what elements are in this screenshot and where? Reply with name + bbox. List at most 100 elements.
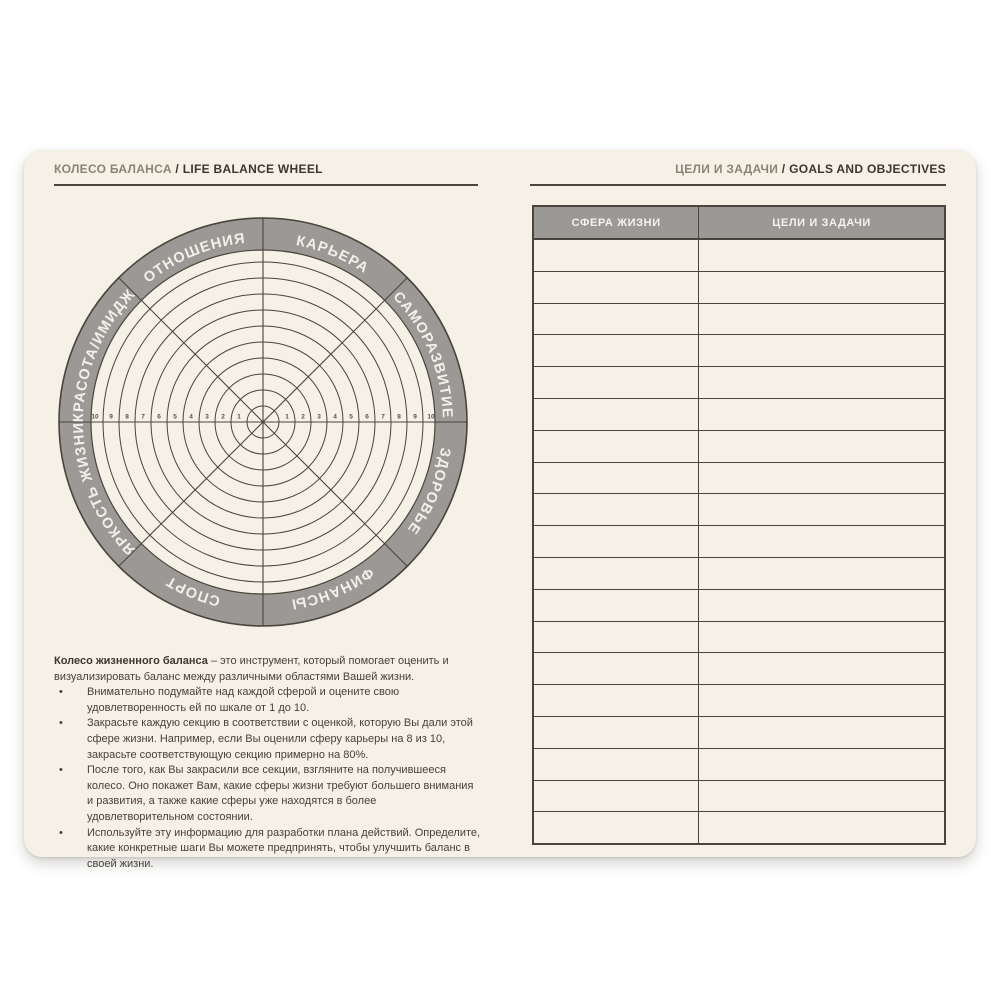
life-sphere-cell-empty <box>534 685 700 716</box>
life-sphere-cell-empty <box>534 271 700 303</box>
axis-number-8: 8 <box>125 414 129 421</box>
wheel-description: Колесо жизненного баланса – это инструме… <box>54 654 482 872</box>
goals-cell-empty <box>699 717 944 748</box>
goals-cell-empty <box>699 335 944 366</box>
table-row <box>534 685 944 717</box>
goals-cell-empty <box>699 463 944 494</box>
instruction-item-1: • Внимательно подумайте над каждой сферой… <box>54 685 482 716</box>
intro-paragraph: Колесо жизненного баланса – это инструме… <box>54 654 482 685</box>
left-title-separator: / <box>171 162 183 176</box>
table-row <box>534 462 944 495</box>
table-row <box>534 430 944 463</box>
life-sphere-cell-empty <box>534 780 700 812</box>
right-title-ru: ЦЕЛИ И ЗАДАЧИ <box>675 162 779 176</box>
goals-cell-empty <box>699 812 944 843</box>
goals-cell-empty <box>699 304 944 335</box>
table-row <box>534 780 944 813</box>
axis-number-10: 10 <box>91 414 99 421</box>
life-sphere-cell-empty <box>534 716 700 748</box>
axis-number-4: 4 <box>189 414 193 421</box>
table-row <box>534 589 944 622</box>
goals-cell-empty <box>699 272 944 303</box>
table-row <box>534 494 944 527</box>
sector-spoke-5 <box>118 421 264 567</box>
goals-cell-empty <box>699 685 944 716</box>
table-row <box>534 716 944 749</box>
instruction-text: После того, как Вы закрасили все секции,… <box>87 764 474 823</box>
bullet-icon: • <box>59 686 63 699</box>
goals-cell-empty <box>699 494 944 525</box>
axis-number-10: 10 <box>427 414 435 421</box>
life-sphere-cell-empty <box>534 430 700 462</box>
life-sphere-cell-empty <box>534 748 700 780</box>
goals-cell-empty <box>699 431 944 462</box>
bullet-icon: • <box>59 826 63 839</box>
axis-number-3: 3 <box>205 414 209 421</box>
life-sphere-cell-empty <box>534 589 700 621</box>
axis-number-6: 6 <box>157 414 161 421</box>
axis-number-1: 1 <box>237 414 241 421</box>
life-sphere-cell-empty <box>534 526 700 557</box>
life-sphere-cell-empty <box>534 303 700 335</box>
bullet-icon: • <box>59 717 63 730</box>
life-sphere-cell-empty <box>534 557 700 589</box>
axis-number-2: 2 <box>301 414 305 421</box>
bullet-icon: • <box>59 764 63 777</box>
intro-bold: Колесо жизненного баланса <box>54 655 208 667</box>
column-header-goals: ЦЕЛИ И ЗАДАЧИ <box>772 216 871 229</box>
life-sphere-cell-empty <box>534 367 700 398</box>
axis-number-2: 2 <box>221 414 225 421</box>
goals-cell-empty <box>699 749 944 780</box>
life-sphere-cell-empty <box>534 621 700 653</box>
intro-rest: – это инструмент, который помогает оцени… <box>54 655 449 683</box>
axis-number-3: 3 <box>317 414 321 421</box>
axis-number-6: 6 <box>365 414 369 421</box>
goals-cell-empty <box>699 367 944 398</box>
left-title-ru: КОЛЕСО БАЛАНСА <box>54 162 172 176</box>
goals-cell-empty <box>699 399 944 430</box>
table-row <box>534 303 944 336</box>
table-row <box>534 812 944 844</box>
table-row <box>534 526 944 558</box>
sector-spoke-3 <box>262 421 408 567</box>
axis-number-9: 9 <box>109 414 113 421</box>
goals-cell-empty <box>699 240 944 271</box>
life-balance-wheel-svg: 11 22 33 44 55 66 77 88 99 1010КАРЬЕРАСАМОРАЗВИТИ… <box>58 217 468 627</box>
right-title-en: GOALS AND OBJECTIVES <box>789 162 946 176</box>
life-sphere-cell-empty <box>534 335 700 367</box>
axis-number-9: 9 <box>413 414 417 421</box>
right-page-title: ЦЕЛИ И ЗАДАЧИ / GOALS AND OBJECTIVES <box>530 162 946 176</box>
instruction-text: Используйте эту информацию для разработк… <box>87 826 481 870</box>
table-row <box>534 653 944 686</box>
instruction-item-4: • Используйте эту информацию для разработ… <box>54 826 482 873</box>
axis-number-1: 1 <box>285 414 289 421</box>
life-sphere-cell-empty <box>534 398 700 430</box>
axis-number-5: 5 <box>173 414 177 421</box>
goals-cell-empty <box>699 622 944 653</box>
goals-cell-empty <box>699 653 944 684</box>
axis-number-5: 5 <box>349 414 353 421</box>
left-page-title: КОЛЕСО БАЛАНСА / LIFE BALANCE WHEEL <box>54 162 323 176</box>
axis-number-8: 8 <box>397 414 401 421</box>
table-row <box>534 398 944 431</box>
life-sphere-cell-empty <box>534 240 700 271</box>
life-sphere-cell-empty <box>534 812 700 844</box>
instruction-text: Закрасьте каждую секцию в соответствии с… <box>87 717 473 761</box>
axis-number-4: 4 <box>333 414 337 421</box>
table-row <box>534 335 944 368</box>
table-row <box>534 240 944 272</box>
life-sphere-cell-empty <box>534 494 700 526</box>
goals-table: СФЕРА ЖИЗНИ ЦЕЛИ И ЗАДАЧИ <box>532 205 946 845</box>
goals-table-header: СФЕРА ЖИЗНИ ЦЕЛИ И ЗАДАЧИ <box>534 207 944 240</box>
column-header-life-sphere: СФЕРА ЖИЗНИ <box>534 207 700 238</box>
life-sphere-cell-empty <box>534 653 700 685</box>
life-sphere-cell-empty <box>534 462 700 494</box>
life-balance-wheel: 1 1 2 2 3 3 4 4 5 5 6 6 7 7 8 8 9 9 10 10 КАРЬЕРА САМОРАЗВИТИ… <box>57 216 469 628</box>
table-row <box>534 367 944 399</box>
table-row <box>534 271 944 304</box>
instruction-text: Внимательно подумайте над каждой сферой … <box>87 686 400 714</box>
table-row <box>534 748 944 781</box>
goals-cell-empty <box>699 558 944 589</box>
right-title-separator: / <box>778 162 790 176</box>
instruction-item-3: • После того, как Вы закрасили все секции… <box>54 763 482 825</box>
